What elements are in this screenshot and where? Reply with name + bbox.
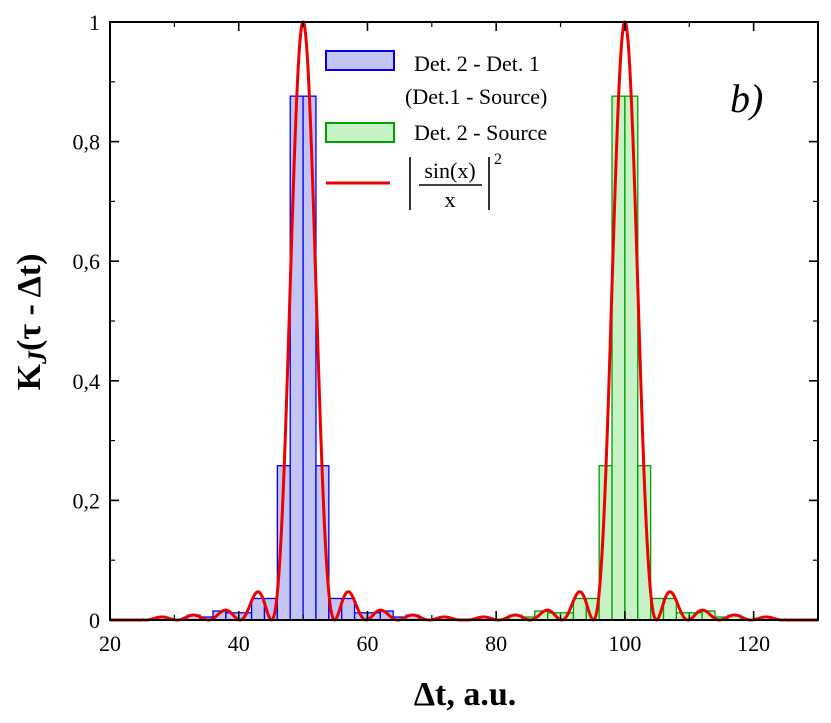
y-tick-label: 0,6 xyxy=(73,249,101,274)
legend-exponent: 2 xyxy=(494,151,502,168)
x-tick-label: 80 xyxy=(485,631,507,656)
bin-green xyxy=(611,95,626,621)
legend: Det. 2 - Det. 1 (Det.1 - Source) Det. 2 … xyxy=(325,50,547,212)
x-axis-title: Δt, a.u. xyxy=(414,676,517,713)
y-tick-label: 0,4 xyxy=(73,369,101,394)
bin-blue xyxy=(289,95,304,621)
legend-label-green: Det. 2 - Source xyxy=(414,120,547,145)
x-tick-label: 60 xyxy=(356,631,378,656)
bin-green xyxy=(624,95,639,621)
legend-label-blue-line2: (Det.1 - Source) xyxy=(405,84,547,109)
y-tick-label: 0,8 xyxy=(73,130,101,155)
legend-swatch-blue xyxy=(325,50,395,71)
x-tick-label: 100 xyxy=(608,631,641,656)
y-axis-title-subscript: J xyxy=(23,350,52,365)
y-tick-label: 0,2 xyxy=(73,488,101,513)
legend-label-blue-line1: Det. 2 - Det. 1 xyxy=(414,51,540,76)
y-axis-title: KJ(τ - Δt) xyxy=(11,254,52,391)
x-tick-label: 120 xyxy=(737,631,770,656)
plot-frame xyxy=(109,21,819,621)
panel-label: b) xyxy=(730,76,763,121)
x-axis-ticks: 20 40 60 80 100 120 xyxy=(99,22,770,656)
y-tick-label: 1 xyxy=(89,10,100,35)
bin-blue xyxy=(302,95,317,621)
y-axis-ticks: 0 0,2 0,4 0,6 0,8 1 xyxy=(73,10,818,633)
legend-fraction-denominator: x xyxy=(445,187,456,212)
x-tick-label: 20 xyxy=(99,631,121,656)
plot-border xyxy=(109,21,819,621)
series-green-histogram xyxy=(508,95,742,621)
y-tick-label: 0 xyxy=(89,608,100,633)
series-sinc-line xyxy=(109,20,819,622)
x-tick-label: 40 xyxy=(228,631,250,656)
series-blue-histogram xyxy=(186,95,420,621)
legend-swatch-green xyxy=(325,122,395,143)
legend-fraction-numerator: sin(x) xyxy=(424,158,475,183)
